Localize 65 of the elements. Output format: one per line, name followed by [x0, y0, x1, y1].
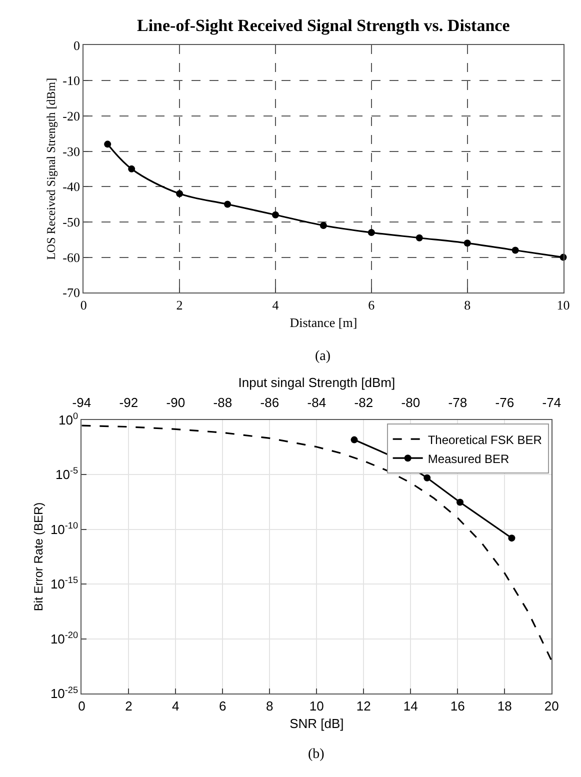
x-tick-label: 6 [368, 297, 376, 312]
y-tick-label: -20 [62, 108, 80, 124]
point [512, 246, 519, 254]
x-tick-label: 20 [544, 698, 559, 714]
point [416, 234, 423, 242]
y-tick-label: -60 [62, 250, 80, 265]
point [456, 498, 464, 506]
x2-tick-label: -94 [72, 395, 92, 410]
y-axis-title: Bit Error Rate (BER) [32, 502, 46, 612]
y-tick-label: -30 [62, 144, 80, 159]
y-tick-label: -50 [62, 214, 80, 230]
y-tick-label: 10$^{-10}$ [50, 520, 78, 537]
legend-label: Measured BER [428, 452, 510, 466]
x2-tick-label: -88 [213, 395, 232, 410]
x2-tick-label: -86 [260, 395, 280, 410]
legend-label: Theoretical FSK BER [428, 432, 542, 447]
y-tick-label: 0 [74, 38, 80, 53]
point [176, 190, 184, 198]
x-tick-label: 2 [125, 698, 132, 714]
x-tick-label: 4 [272, 297, 280, 312]
text: (b) [308, 747, 325, 762]
point [424, 474, 431, 482]
x2-tick-label: -74 [542, 395, 562, 410]
y-tick-label: 10$^{-5}$ [56, 466, 78, 482]
text: (a) [315, 349, 331, 364]
x2-tick-label: -76 [495, 395, 514, 410]
x2-tick-label: -80 [401, 395, 420, 410]
x-tick-label: 10 [556, 297, 570, 312]
x-tick-label: 10 [309, 698, 324, 714]
x2-tick-label: -90 [166, 395, 186, 410]
x-tick-label: 12 [356, 698, 371, 714]
x-tick-label: 8 [464, 297, 471, 312]
x2-tick-label: -78 [448, 395, 468, 410]
y-tick-label: -70 [62, 285, 80, 300]
y-tick-label: -10 [62, 73, 80, 88]
x2-tick-label: -84 [307, 395, 326, 410]
x-tick-label: 16 [450, 698, 465, 714]
x2-tick-label: -82 [354, 395, 374, 410]
point [224, 200, 232, 208]
y-tick-label: -40 [62, 179, 80, 194]
x-tick-label: 18 [497, 698, 512, 714]
x-tick-label: 4 [172, 698, 180, 714]
chart-title: Line-of-Sight Received Signal Strength vs. Distance [137, 16, 510, 35]
x-tick-label: 2 [176, 297, 183, 312]
point [320, 222, 327, 229]
point [464, 240, 471, 247]
line-series [82, 424, 552, 662]
point [104, 140, 112, 148]
y-axis-title: LOS Received Signal Strength [dBm] [44, 78, 58, 260]
y-tick-label: 10$^{-20}$ [50, 630, 78, 646]
point [350, 436, 358, 444]
x-tick-label: 8 [266, 698, 274, 714]
point [368, 229, 375, 236]
x2-tick-label: -92 [119, 395, 138, 410]
x2-axis-title: Input singal Strength [dBm] [238, 375, 396, 390]
x-tick-label: 6 [219, 698, 226, 714]
y-tick-label: 10$^{-25}$ [50, 684, 78, 702]
y-tick-label: 10$^{0}$ [58, 410, 78, 428]
x-tick-label: 14 [403, 698, 418, 714]
point [508, 534, 516, 542]
y-tick-label: 10$^{-15}$ [50, 575, 78, 592]
point [272, 211, 279, 218]
point [128, 165, 136, 172]
x-axis-title: SNR [dB] [290, 716, 344, 731]
x-axis-title: Distance [m] [290, 314, 358, 330]
